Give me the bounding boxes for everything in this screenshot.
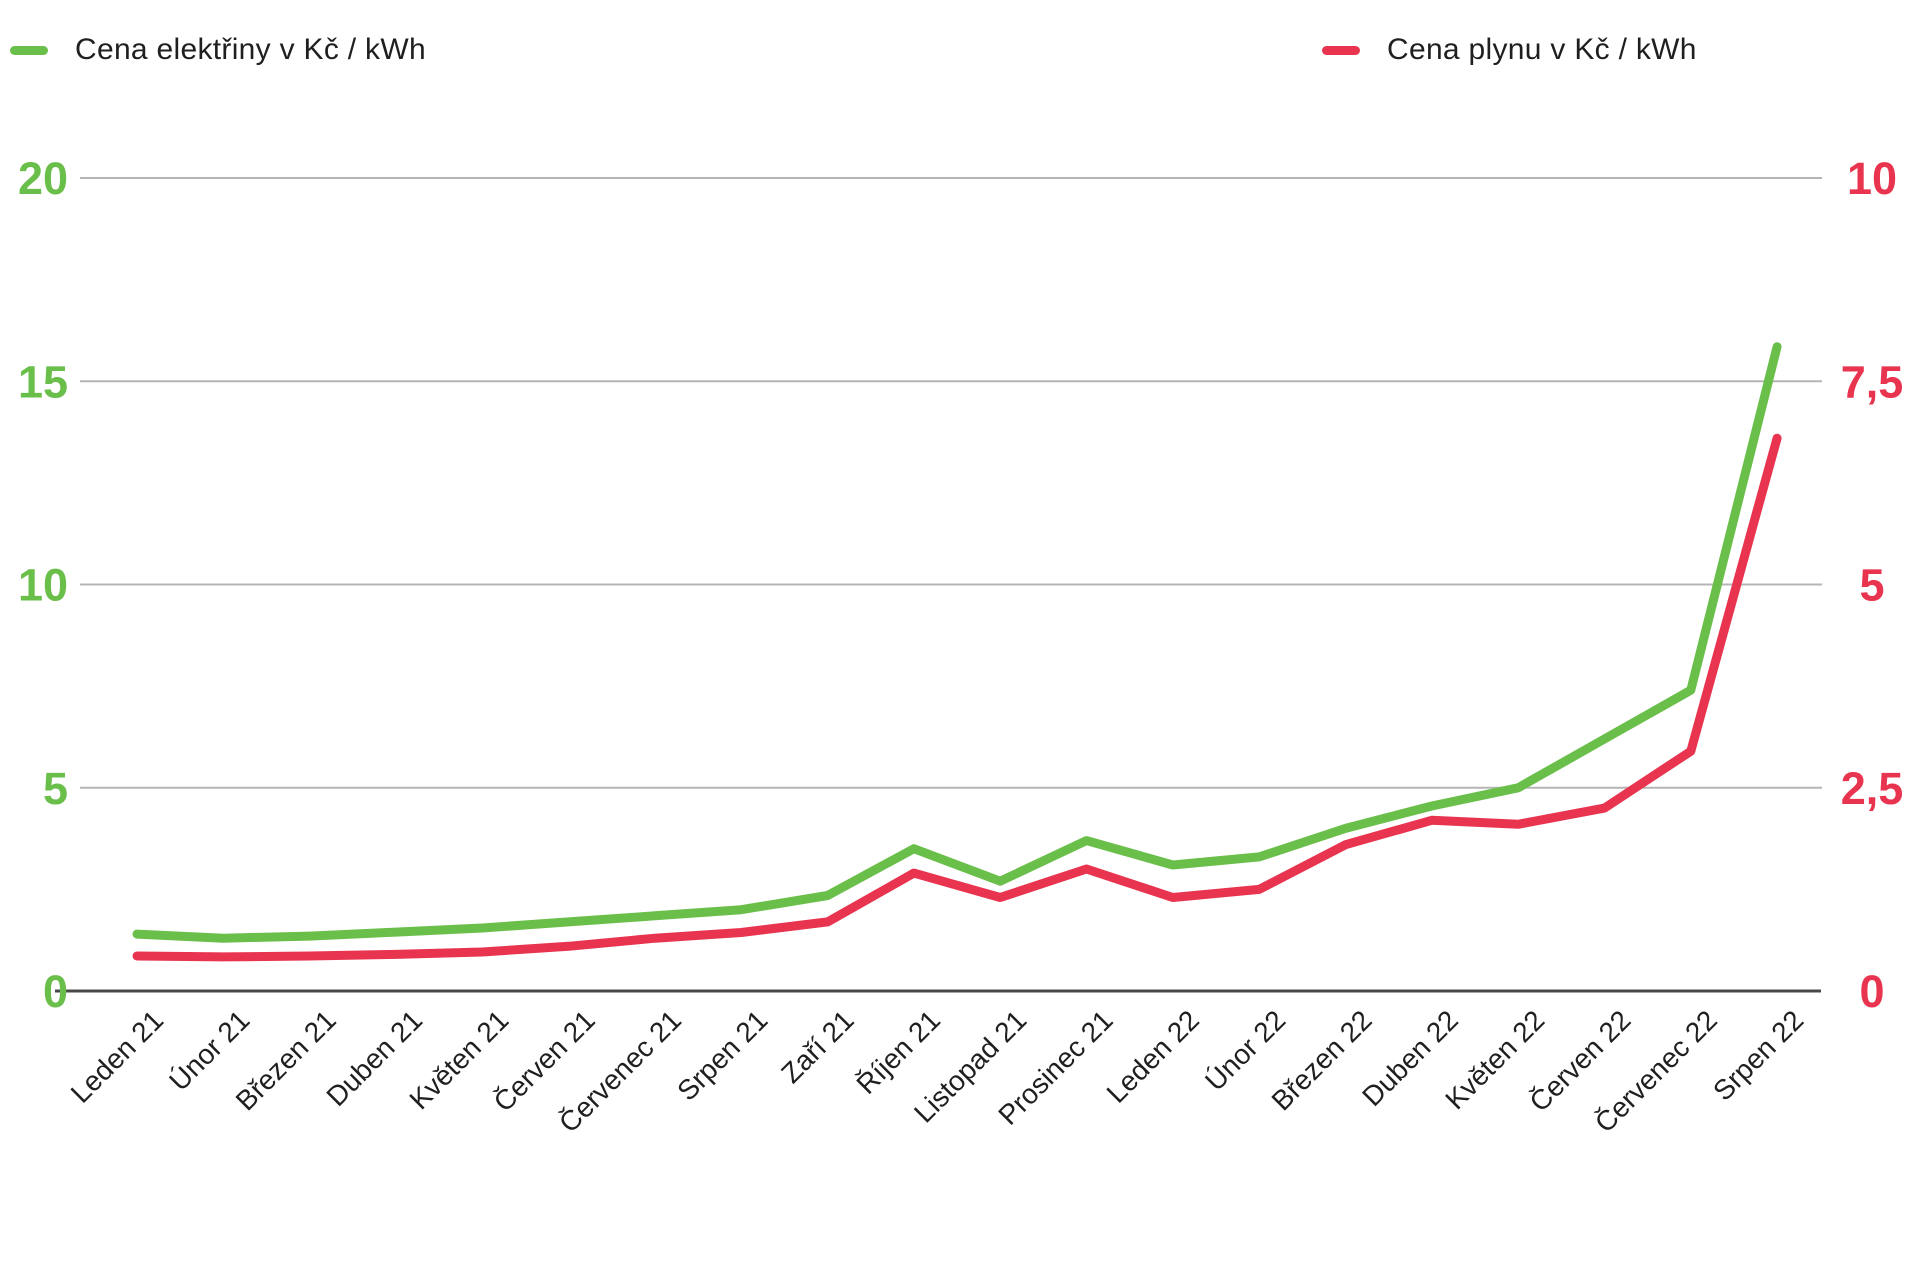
gridlines <box>55 177 1822 993</box>
left-axis-tick-label: 20 <box>18 153 68 204</box>
left-axis-tick-label: 10 <box>18 560 68 611</box>
x-axis-label: Leden 22 <box>1101 1004 1206 1109</box>
legend-item-electricity: Cena elektřiny v Kč / kWh <box>10 31 426 69</box>
right-axis-tick-label: 2,5 <box>1841 763 1904 814</box>
electricity-legend-label: Cena elektřiny v Kč / kWh <box>75 33 426 66</box>
series-lines <box>132 342 1782 962</box>
left-axis-tick-label: 5 <box>43 763 68 814</box>
gas-legend-label: Cena plynu v Kč / kWh <box>1387 33 1697 66</box>
gas-legend-swatch <box>1322 45 1360 55</box>
right-axis-tick-label: 5 <box>1859 560 1884 611</box>
right-axis-labels: 10 7,5 5 2,5 0 <box>1841 153 1904 1017</box>
right-axis-tick-label: 0 <box>1859 966 1884 1017</box>
right-axis-tick-label: 7,5 <box>1841 356 1904 407</box>
left-axis-tick-label: 0 <box>43 966 68 1017</box>
legend-item-gas: Cena plynu v Kč / kWh <box>1322 31 1697 69</box>
x-axis-label: Leden 21 <box>65 1004 170 1109</box>
electricity-line <box>132 342 1782 943</box>
left-axis-labels: 20 15 10 5 0 <box>18 153 68 1017</box>
gas-line <box>132 433 1782 962</box>
right-axis-tick-label: 10 <box>1847 153 1897 204</box>
electricity-legend-swatch <box>10 45 48 55</box>
x-axis-label: Zaří 21 <box>775 1004 860 1089</box>
x-axis-label: Srpen 22 <box>1707 1004 1809 1106</box>
left-axis-tick-label: 15 <box>18 356 68 407</box>
x-axis-label: Srpen 21 <box>671 1004 773 1106</box>
